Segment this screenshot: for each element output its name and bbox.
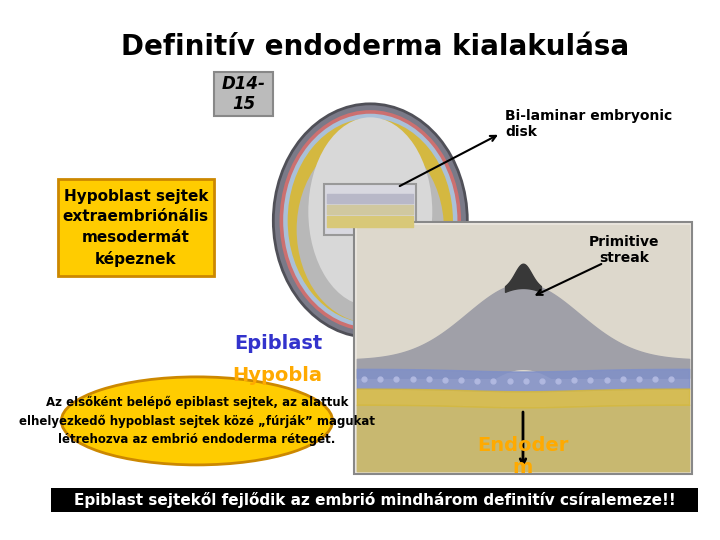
Text: Hypoblast sejtek
extraembriónális
mesodermát
képeznek: Hypoblast sejtek extraembriónális mesode… (63, 189, 209, 267)
Text: Definitív endoderma kialakulása: Definitív endoderma kialakulása (121, 33, 629, 61)
Ellipse shape (308, 117, 432, 306)
FancyBboxPatch shape (51, 488, 698, 512)
Ellipse shape (279, 110, 461, 331)
Ellipse shape (297, 136, 444, 323)
Ellipse shape (283, 114, 457, 327)
FancyBboxPatch shape (354, 222, 692, 474)
Text: Epiblast sejtekől fejlődik az embrió mindhárom definitív csíralemeze!!: Epiblast sejtekől fejlődik az embrió min… (74, 492, 675, 508)
Text: Hypobla: Hypobla (233, 367, 323, 386)
FancyBboxPatch shape (214, 72, 274, 116)
Text: Bi-laminar embryonic
disk: Bi-laminar embryonic disk (505, 109, 672, 139)
Text: Epiblast: Epiblast (235, 334, 323, 353)
Text: Az elsőként belépő epiblast sejtek, az alattuk
elhelyezkedő hypoblast sejtek köz: Az elsőként belépő epiblast sejtek, az a… (19, 396, 375, 446)
FancyBboxPatch shape (325, 184, 416, 235)
Text: Endoder
m: Endoder m (477, 436, 569, 477)
Ellipse shape (61, 377, 333, 465)
Text: Primitive
streak: Primitive streak (589, 235, 660, 265)
Ellipse shape (274, 104, 467, 338)
Ellipse shape (288, 118, 453, 323)
Text: D14-
15: D14- 15 (222, 75, 266, 113)
FancyBboxPatch shape (58, 179, 214, 276)
